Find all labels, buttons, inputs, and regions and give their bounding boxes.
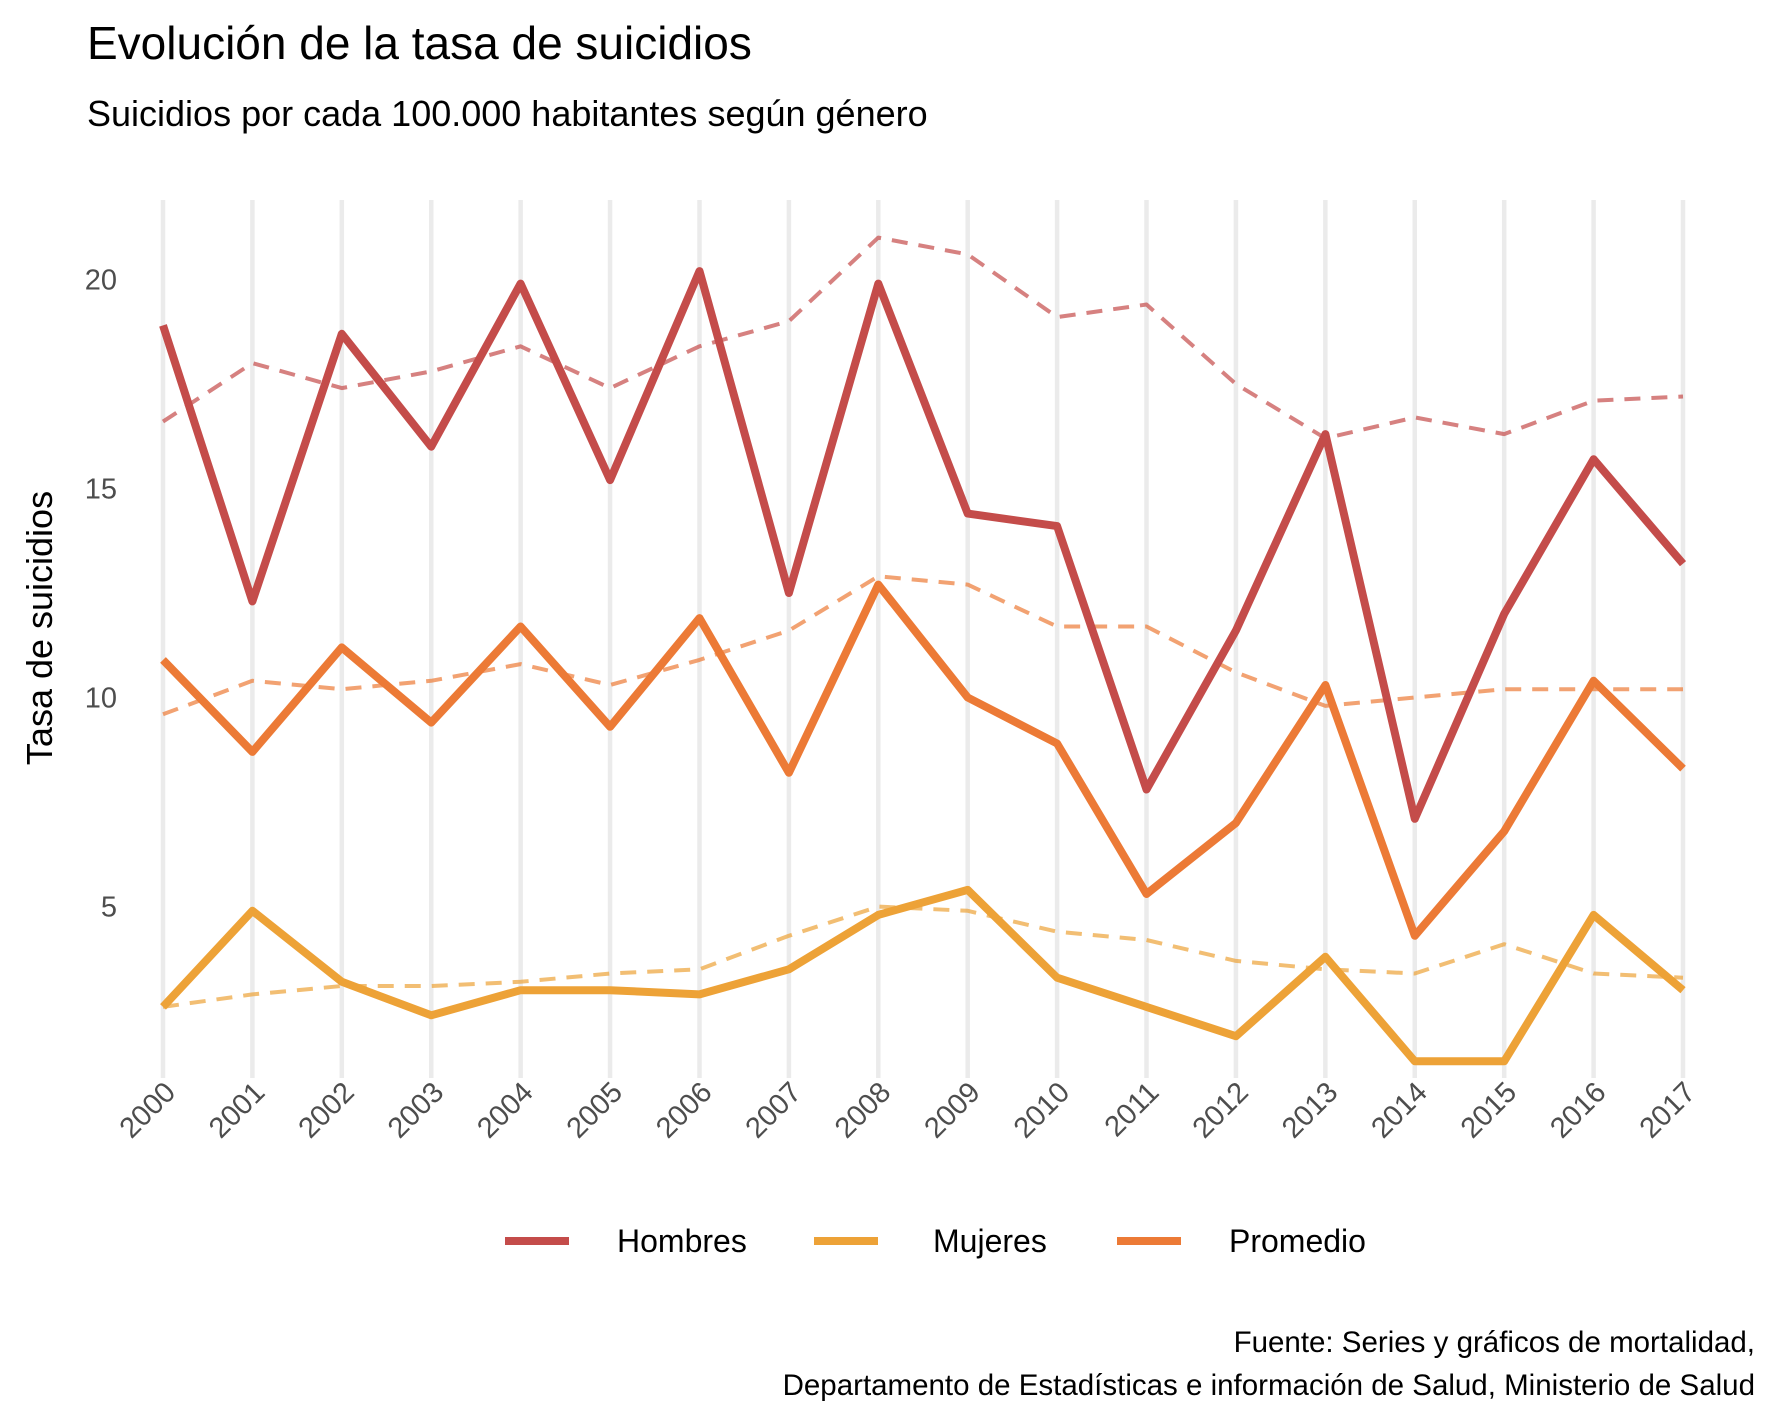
chart-header: Evolución de la tasa de suicidios Suicid…: [87, 17, 928, 134]
y-tick-label-20: 20: [85, 264, 117, 296]
y-tick-label-15: 15: [85, 473, 117, 505]
x-tick-label-2011: 2011: [1099, 1076, 1166, 1143]
y-tick-label-5: 5: [101, 892, 117, 924]
y-tick-label-10: 10: [85, 683, 117, 715]
series-dashed-hombres: [161, 235, 1684, 441]
y-axis-ticks: 5 10 15 20: [85, 264, 117, 923]
x-gridlines: [160, 200, 1686, 1078]
series-dashed-promedio: [162, 574, 1683, 717]
x-tick-label-2004: 2004: [471, 1076, 539, 1144]
x-tick-label-2010: 2010: [1008, 1076, 1076, 1144]
x-tick-label-2008: 2008: [829, 1076, 897, 1144]
caption-line-2: Departamento de Estadísticas e informaci…: [783, 1369, 1755, 1402]
x-tick-label-2015: 2015: [1455, 1076, 1523, 1144]
x-tick-label-2009: 2009: [918, 1076, 986, 1144]
dashed-series-lines: [161, 235, 1684, 1009]
x-tick-label-2003: 2003: [382, 1076, 450, 1144]
x-tick-label-2014: 2014: [1365, 1076, 1433, 1144]
x-tick-label-2006: 2006: [650, 1076, 718, 1144]
x-tick-label-2002: 2002: [293, 1076, 361, 1144]
caption-line-1: Fuente: Series y gráficos de mortalidad,: [1234, 1326, 1755, 1359]
x-axis-ticks: 2000 2001 2002 2003 2004 2005 2006 2007 2008 2009…: [114, 1076, 1702, 1144]
x-tick-label-2005: 2005: [561, 1076, 629, 1144]
x-tick-label-2001: 2001: [203, 1076, 271, 1144]
series-line-promedio: [160, 580, 1686, 940]
x-tick-label-2007: 2007: [740, 1076, 808, 1144]
legend-label-promedio: Promedio: [1229, 1223, 1366, 1259]
chart-title: Evolución de la tasa de suicidios: [87, 17, 752, 69]
series-line-mujeres: [160, 885, 1686, 1066]
x-tick-label-2017: 2017: [1634, 1076, 1702, 1144]
x-tick-label-2016: 2016: [1544, 1076, 1612, 1144]
x-tick-label-2012: 2012: [1187, 1076, 1255, 1144]
legend-label-mujeres: Mujeres: [933, 1223, 1047, 1259]
solid-series-lines: [159, 267, 1687, 1066]
x-tick-label-2000: 2000: [114, 1076, 182, 1144]
series-dashed-mujeres: [162, 904, 1684, 1009]
y-axis-title: Tasa de suicidios: [19, 491, 60, 765]
series-line-hombres: [159, 267, 1687, 823]
legend: Hombres Mujeres Promedio: [505, 1223, 1366, 1259]
chart-subtitle: Suicidios por cada 100.000 habitantes se…: [87, 93, 928, 134]
chart-caption: Fuente: Series y gráficos de mortalidad,…: [783, 1326, 1755, 1402]
x-tick-label-2013: 2013: [1276, 1076, 1344, 1144]
legend-label-hombres: Hombres: [617, 1223, 747, 1259]
